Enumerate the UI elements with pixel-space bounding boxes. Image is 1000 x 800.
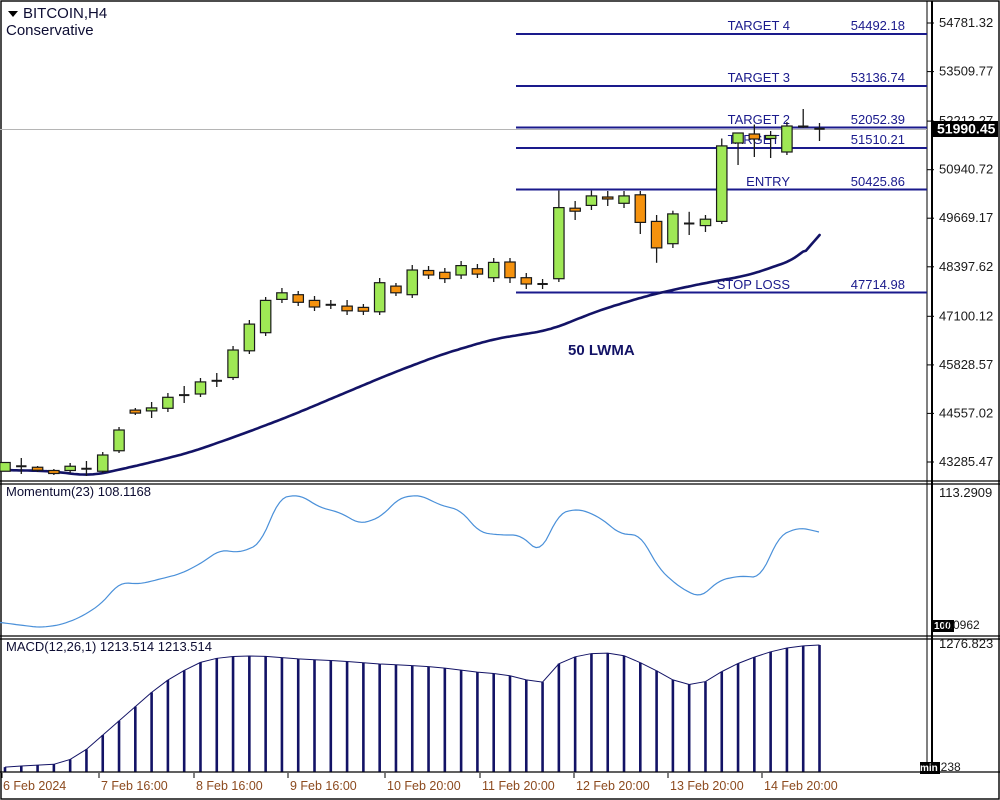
svg-text:11 Feb 20:00: 11 Feb 20:00 xyxy=(482,779,555,793)
svg-text:13 Feb 20:00: 13 Feb 20:00 xyxy=(670,779,744,793)
svg-text:48397.62: 48397.62 xyxy=(939,259,993,274)
svg-text:113.2909: 113.2909 xyxy=(939,485,992,500)
svg-text:ENTRY: ENTRY xyxy=(746,174,790,189)
svg-text:TARGET 2: TARGET 2 xyxy=(728,112,790,127)
svg-text:TARGET 3: TARGET 3 xyxy=(728,70,790,85)
svg-text:BITCOIN,H4: BITCOIN,H4 xyxy=(23,5,107,22)
svg-text:51990.45: 51990.45 xyxy=(937,121,996,137)
svg-text:53136.74: 53136.74 xyxy=(851,70,905,85)
svg-text:9 Feb 16:00: 9 Feb 16:00 xyxy=(290,779,357,793)
svg-text:Conservative: Conservative xyxy=(6,22,94,39)
svg-text:1276.823: 1276.823 xyxy=(939,636,993,651)
svg-text:12 Feb 20:00: 12 Feb 20:00 xyxy=(576,779,650,793)
svg-text:MACD(12,26,1) 1213.514 1213.5: MACD(12,26,1) 1213.514 1213.514 xyxy=(6,639,212,654)
svg-text:6 Feb 2024: 6 Feb 2024 xyxy=(3,779,66,793)
svg-text:50940.72: 50940.72 xyxy=(939,162,993,177)
svg-text:53509.77: 53509.77 xyxy=(939,64,993,79)
svg-text:50425.86: 50425.86 xyxy=(851,174,905,189)
svg-text:14 Feb 20:00: 14 Feb 20:00 xyxy=(764,779,838,793)
svg-text:50 LWMA: 50 LWMA xyxy=(568,342,635,359)
svg-text:54492.18: 54492.18 xyxy=(851,18,905,33)
svg-text:47714.98: 47714.98 xyxy=(851,277,905,292)
svg-text:8 Feb 16:00: 8 Feb 16:00 xyxy=(196,779,263,793)
svg-text:45828.57: 45828.57 xyxy=(939,357,993,372)
svg-text:49669.17: 49669.17 xyxy=(939,210,993,225)
svg-text:43285.47: 43285.47 xyxy=(939,454,993,469)
svg-text:min: min xyxy=(920,763,938,774)
svg-text:TARGET 4: TARGET 4 xyxy=(728,18,790,33)
svg-text:52052.39: 52052.39 xyxy=(851,112,905,127)
svg-text:47100.12: 47100.12 xyxy=(939,308,993,323)
svg-text:7 Feb 16:00: 7 Feb 16:00 xyxy=(101,779,168,793)
svg-text:10 Feb 20:00: 10 Feb 20:00 xyxy=(387,779,461,793)
svg-text:0.0962: 0.0962 xyxy=(943,618,980,632)
svg-text:54781.32: 54781.32 xyxy=(939,15,993,30)
svg-text:51510.21: 51510.21 xyxy=(851,132,905,147)
svg-text:44557.02: 44557.02 xyxy=(939,405,993,420)
svg-text:Momentum(23) 108.1168: Momentum(23) 108.1168 xyxy=(6,484,151,499)
